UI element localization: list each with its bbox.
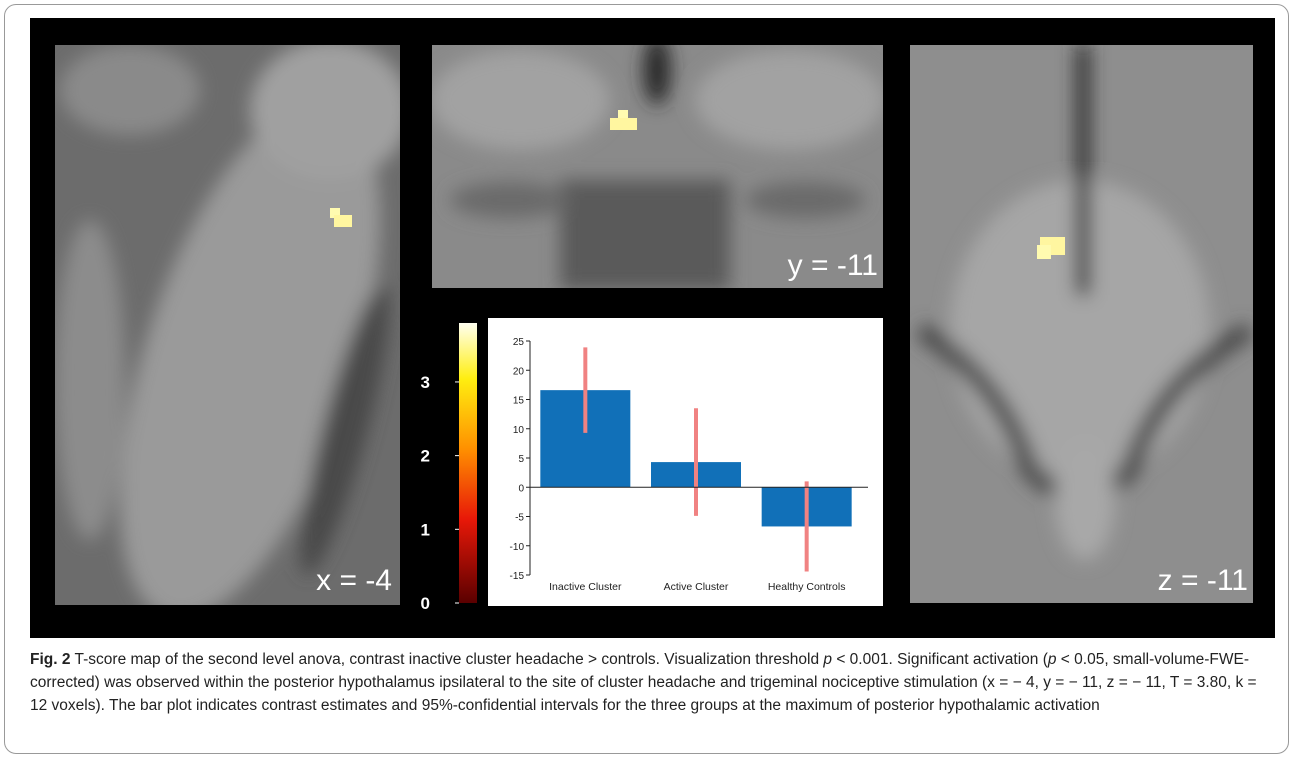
colorbar-tick-label: 2 (421, 447, 430, 466)
caption: Fig. 2 T-score map of the second level a… (30, 648, 1275, 717)
y-tick-label: 25 (513, 337, 525, 348)
y-tick-label: 20 (513, 366, 525, 377)
y-tick-label: -10 (510, 542, 525, 553)
axial-image (910, 45, 1253, 603)
colorbar-tick-label: 0 (421, 594, 430, 613)
page: x = -4 y = -11 z = -11 0 1 2 3 -15 -10 -5 0 5 10… (0, 0, 1295, 760)
caption-text: T-score map of the second level anova, c… (70, 651, 823, 668)
y-tick-label: 0 (518, 483, 524, 494)
y-tick-label: 10 (513, 425, 525, 436)
x-tick-label: Healthy Controls (768, 581, 846, 593)
sagittal-image (55, 40, 433, 640)
caption-text: p (823, 651, 832, 668)
colorbar-tick-label: 1 (421, 520, 430, 539)
x-tick-label: Active Cluster (664, 581, 729, 593)
panel-label: x = -4 (316, 564, 392, 597)
colorbar-gradient (459, 323, 477, 603)
colorbar-tick-label: 3 (421, 373, 430, 392)
panel-label: y = -11 (788, 249, 878, 282)
caption-text: < 0.001. Significant activation ( (832, 651, 1048, 668)
y-tick-label: -15 (510, 571, 525, 582)
x-tick-label: Inactive Cluster (549, 581, 622, 593)
caption-label: Fig. 2 (30, 651, 70, 668)
y-tick-label: -5 (515, 513, 524, 524)
panel-label: z = -11 (1158, 564, 1248, 597)
figure: x = -4 y = -11 z = -11 0 1 2 3 -15 -10 -5 0 5 10… (0, 0, 1295, 640)
y-tick-label: 5 (518, 454, 524, 465)
y-tick-label: 15 (513, 396, 525, 407)
